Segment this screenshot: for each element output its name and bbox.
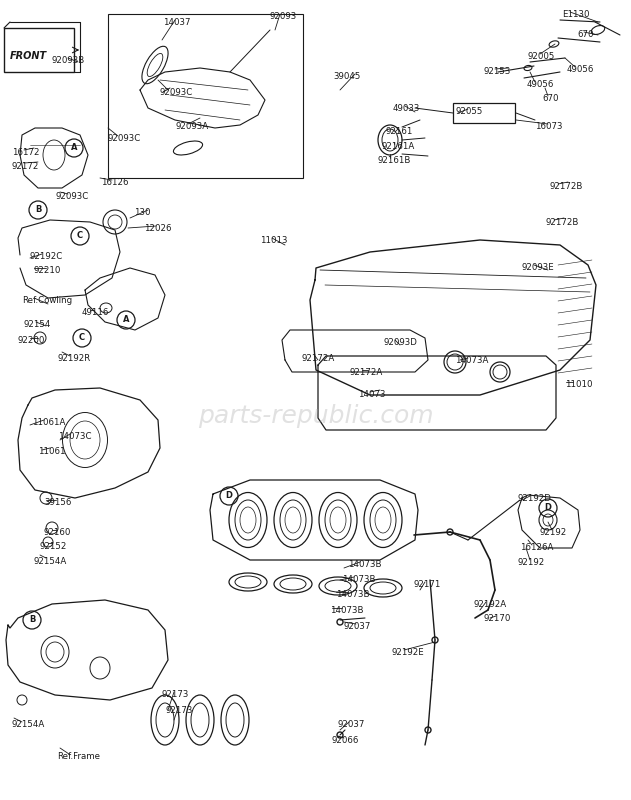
Text: Ref.Frame: Ref.Frame: [57, 752, 100, 761]
Text: 16126A: 16126A: [520, 543, 553, 552]
Text: 92037: 92037: [337, 720, 364, 729]
Text: A: A: [123, 315, 129, 325]
Text: 92055: 92055: [456, 107, 483, 116]
Text: 14073B: 14073B: [348, 560, 382, 569]
Text: 92172B: 92172B: [550, 182, 584, 191]
Text: 16126: 16126: [101, 178, 129, 187]
Text: 49033: 49033: [393, 104, 420, 113]
Text: 92093: 92093: [270, 12, 297, 21]
Text: 92093D: 92093D: [383, 338, 417, 347]
Text: 39156: 39156: [44, 498, 71, 507]
Text: 92005: 92005: [527, 52, 555, 61]
Text: A: A: [71, 143, 77, 153]
Text: 92093C: 92093C: [160, 88, 193, 97]
Text: 92192R: 92192R: [58, 354, 91, 363]
Text: 92154A: 92154A: [34, 557, 68, 566]
Text: 92192A: 92192A: [474, 600, 507, 609]
Text: 14073C: 14073C: [58, 432, 91, 441]
Text: 14037: 14037: [163, 18, 191, 27]
Text: 49116: 49116: [82, 308, 109, 317]
Text: 92161A: 92161A: [382, 142, 415, 151]
Text: 92172B: 92172B: [546, 218, 579, 227]
Text: 92192D: 92192D: [518, 494, 552, 503]
Text: 49056: 49056: [567, 65, 594, 74]
Text: 670: 670: [542, 94, 558, 103]
Text: 39045: 39045: [333, 72, 360, 81]
Text: 92093A: 92093A: [176, 122, 209, 131]
Text: 12026: 12026: [144, 224, 172, 233]
Text: 92093C: 92093C: [107, 134, 140, 143]
Text: 16073: 16073: [535, 122, 562, 131]
Text: 49056: 49056: [527, 80, 555, 89]
Text: 92170: 92170: [484, 614, 511, 623]
Text: 14073: 14073: [358, 390, 386, 399]
Bar: [453, 103, 515, 123]
Text: 92037: 92037: [344, 622, 372, 631]
Bar: [108, 14, 303, 178]
Text: 11010: 11010: [565, 380, 593, 389]
Text: 92171: 92171: [413, 580, 440, 589]
Text: 92173: 92173: [166, 706, 193, 715]
Text: D: D: [545, 503, 551, 513]
Text: 92192: 92192: [540, 528, 567, 537]
Text: 92173: 92173: [162, 690, 189, 699]
Text: 16172: 16172: [12, 148, 40, 157]
Text: 92210: 92210: [34, 266, 61, 275]
Text: 92172A: 92172A: [302, 354, 335, 363]
Text: parts-republic.com: parts-republic.com: [198, 404, 433, 428]
Text: 11013: 11013: [260, 236, 288, 245]
Text: 92093C: 92093C: [56, 192, 89, 201]
Text: 92160: 92160: [44, 528, 71, 537]
Text: 92172A: 92172A: [349, 368, 382, 377]
Text: E1130: E1130: [562, 10, 589, 19]
Text: B: B: [35, 206, 41, 214]
Text: 92192C: 92192C: [30, 252, 63, 261]
Text: 92161B: 92161B: [378, 156, 411, 165]
Text: FRONT: FRONT: [10, 51, 47, 61]
Text: 670: 670: [577, 30, 594, 39]
Text: 92153: 92153: [483, 67, 510, 76]
Text: D: D: [225, 491, 232, 501]
Text: 14073A: 14073A: [455, 356, 488, 365]
Text: 92192: 92192: [518, 558, 545, 567]
Text: 14073B: 14073B: [330, 606, 363, 615]
Text: 92200: 92200: [18, 336, 45, 345]
Text: 92154A: 92154A: [12, 720, 45, 729]
Text: 92093B: 92093B: [52, 56, 85, 65]
Text: 92192E: 92192E: [392, 648, 425, 657]
Text: C: C: [77, 231, 83, 241]
Text: 11061A: 11061A: [32, 418, 66, 427]
Bar: [4, 28, 74, 72]
Text: B: B: [29, 615, 35, 625]
Text: C: C: [79, 334, 85, 342]
Text: 92152: 92152: [40, 542, 68, 551]
Text: 92172: 92172: [12, 162, 39, 171]
Text: 14073B: 14073B: [342, 575, 375, 584]
Text: 92066: 92066: [332, 736, 360, 745]
Text: 92093E: 92093E: [522, 263, 555, 272]
Text: 92154: 92154: [24, 320, 51, 329]
Text: 130: 130: [134, 208, 151, 217]
Text: 14073B: 14073B: [336, 590, 370, 599]
Text: 11061: 11061: [38, 447, 66, 456]
Text: 92161: 92161: [386, 127, 413, 136]
Text: Ref.Cowling: Ref.Cowling: [22, 296, 72, 305]
